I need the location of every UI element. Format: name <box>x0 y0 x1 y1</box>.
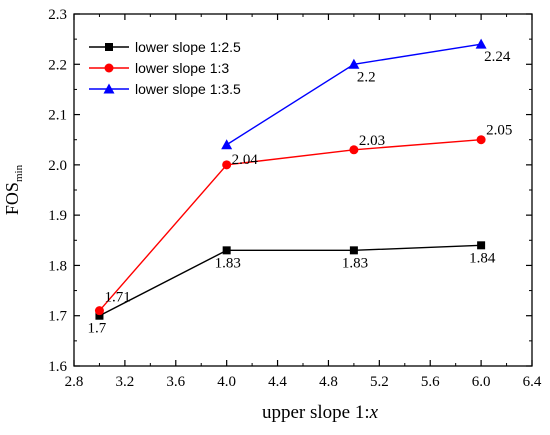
legend-marker <box>103 83 115 94</box>
y-tick-label: 1.8 <box>48 258 67 274</box>
series-s35 <box>221 38 487 150</box>
x-tick-label: 2.8 <box>65 374 84 390</box>
series-line-s25 <box>99 244 482 317</box>
x-tick-label: 3.6 <box>166 374 185 390</box>
legend-item-s35: lower slope 1:3.5 <box>89 81 241 97</box>
data-point-s25 <box>222 246 231 255</box>
legend-label: lower slope 1:2.5 <box>135 39 241 55</box>
x-tick-label: 3.2 <box>116 374 135 390</box>
y-axis-title: FOSmin <box>2 164 25 215</box>
x-tick-label: 4.8 <box>319 374 338 390</box>
data-label-s3: 2.04 <box>232 152 259 168</box>
x-axis-title-main: upper slope 1: <box>262 402 370 423</box>
legend-marker <box>105 43 113 51</box>
y-tick-label: 2.2 <box>48 57 67 73</box>
x-tick-label: 4.0 <box>217 374 236 390</box>
x-tick-label: 5.2 <box>370 374 389 390</box>
x-axis-title-var: x <box>369 402 379 423</box>
legend-item-s3: lower slope 1:3 <box>89 60 229 76</box>
data-label-s35: 2.24 <box>484 49 511 65</box>
x-tick-label: 6.4 <box>523 374 542 390</box>
data-label-s3: 2.05 <box>486 123 512 139</box>
series-s25 <box>95 241 486 320</box>
data-point-s35 <box>348 58 360 69</box>
data-point-s35 <box>475 38 487 49</box>
data-point-s35 <box>221 139 233 150</box>
data-label-s25: 1.84 <box>469 250 496 266</box>
x-tick-label: 6.0 <box>472 374 491 390</box>
y-tick-label: 2.1 <box>48 108 67 124</box>
series-layer <box>94 38 487 320</box>
data-label-s3: 1.71 <box>104 290 130 306</box>
y-tick-label: 1.7 <box>48 309 67 325</box>
x-tick-label: 5.6 <box>421 374 440 390</box>
x-axis-title: upper slope 1:x <box>262 402 379 423</box>
legend: lower slope 1:2.5 lower slope 1:3 lower sl… <box>89 39 241 97</box>
data-label-s25: 1.83 <box>215 255 241 271</box>
legend-marker <box>104 63 114 73</box>
y-tick-label: 2.3 <box>48 7 67 23</box>
y-tick-label: 1.6 <box>48 359 67 375</box>
series-s3 <box>94 135 486 316</box>
ticks: 2.8 3.2 3.6 4.0 4.4 4.8 5.2 5.6 6.0 6.4 1.6 1.7 1.8 1… <box>48 7 542 390</box>
y-axis-title-main: FOS <box>2 182 22 215</box>
series-line-s3 <box>98 139 482 312</box>
data-label-s25: 1.83 <box>342 255 368 271</box>
data-point-s3 <box>349 145 359 155</box>
data-point-s25 <box>95 311 104 320</box>
legend-label: lower slope 1:3.5 <box>135 81 241 97</box>
data-point-s3 <box>222 160 232 170</box>
data-point-s25 <box>477 241 486 250</box>
legend-label: lower slope 1:3 <box>135 60 229 76</box>
y-tick-label: 1.9 <box>48 208 67 224</box>
data-label-s25: 1.7 <box>87 321 106 337</box>
x-tick-label: 4.4 <box>268 374 287 390</box>
y-tick-label: 2.0 <box>48 158 67 174</box>
data-labels: 1.7 1.83 1.83 1.84 1.71 2.04 2.03 2.05 2.2 2.24 <box>87 49 512 337</box>
data-point-s3 <box>476 135 486 145</box>
legend-item-s25: lower slope 1:2.5 <box>89 39 241 55</box>
data-point-s25 <box>349 246 358 255</box>
data-label-s35: 2.2 <box>357 69 376 85</box>
data-label-s3: 2.03 <box>359 133 385 149</box>
data-point-s3 <box>94 306 104 316</box>
y-axis-title-sub: min <box>13 164 25 182</box>
